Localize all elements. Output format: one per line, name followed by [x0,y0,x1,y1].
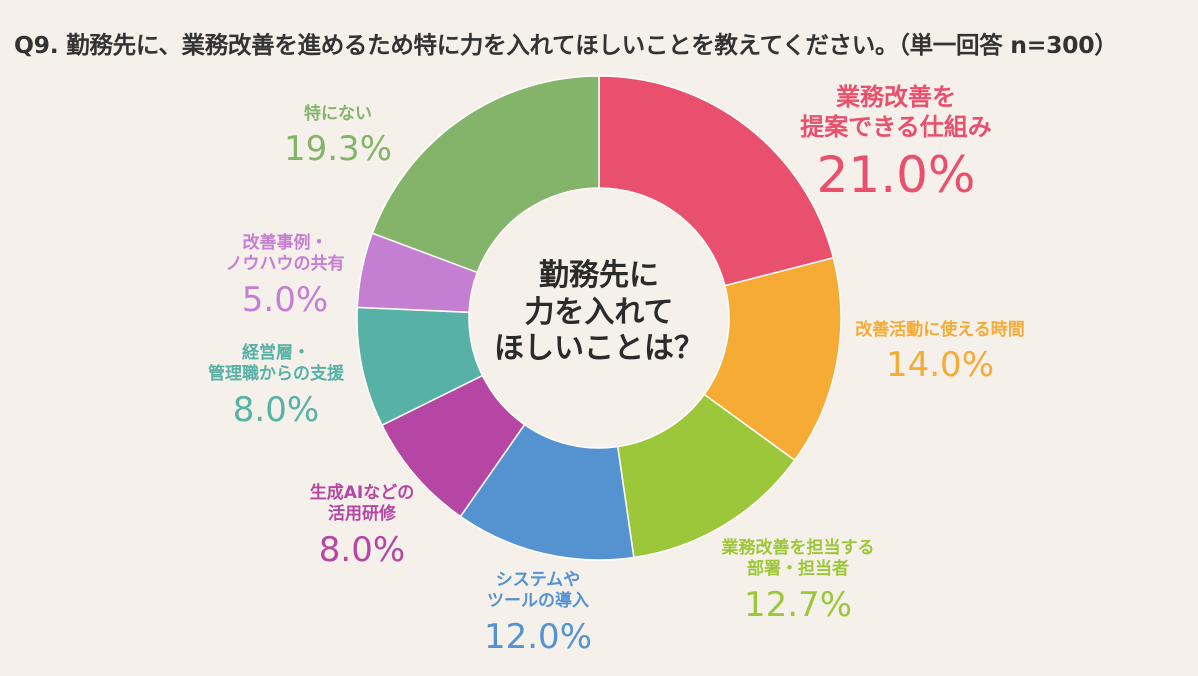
slice-label-value: 12.0% [483,616,592,657]
slice-label-value: 21.0% [816,146,976,204]
slice-label-name: 提案できる仕組み [800,113,992,141]
pie-slice [371,75,600,274]
slice-label: 改善事例・ ノウハウの共有 5.0% [135,233,435,319]
slice-label-name: システムや [495,570,581,590]
slice-label-value: 14.0% [885,345,994,386]
slice-label-value: 19.3% [283,129,392,170]
slice-label-name: 経営層・ [242,343,310,363]
slice-label-name: 活用研修 [328,504,396,525]
slice-label-name: 業務改善を担当する [721,538,875,558]
slice-label-name: 部署・担当者 [747,559,849,580]
slice-label-name: 管理職からの支援 [208,364,344,385]
slice-label-name: 改善事例・ [242,233,328,253]
donut-hole [470,189,728,447]
slice-label: 改善活動に使える時間 14.0% [790,320,1090,385]
slice-label-name: 業務改善を [836,83,956,111]
center-label-line: 勤務先に [539,258,659,293]
slice-label-value: 12.7% [743,584,852,625]
center-label-line: 力を入れて [524,294,674,330]
slice-label: 経営層・ 管理職からの支援 8.0% [126,343,426,429]
slice-label-value: 5.0% [241,279,329,320]
slice-label: システムや ツールの導入 12.0% [388,570,688,656]
pie-slice [598,75,835,287]
slice-label-name: 生成AIなどの [309,483,415,503]
slice-label-name: ノウハウの共有 [225,254,345,275]
slice-label-name: ツールの導入 [487,591,589,612]
center-label-line: ほしいことは？ [494,331,704,367]
chart-title: Q9. 勤務先に、業務改善を進めるため特に力を入れてほしいことを教えてください。… [14,31,1118,59]
slice-label: 業務改善を 提案できる仕組み 21.0% [746,82,1046,203]
slice-label-name: 改善活動に使える時間 [855,320,1025,340]
slice-label: 業務改善を担当する 部署・担当者 12.7% [648,538,948,624]
slice-label-value: 8.0% [232,389,320,430]
slice-label: 生成AIなどの 活用研修 8.0% [212,483,512,569]
center-label: 勤務先に 力を入れて ほしいことは？ [474,258,724,368]
slice-label-value: 8.0% [318,529,406,570]
slice-label-name: 特にない [304,104,372,124]
slice-label: 特にない 19.3% [188,104,488,169]
